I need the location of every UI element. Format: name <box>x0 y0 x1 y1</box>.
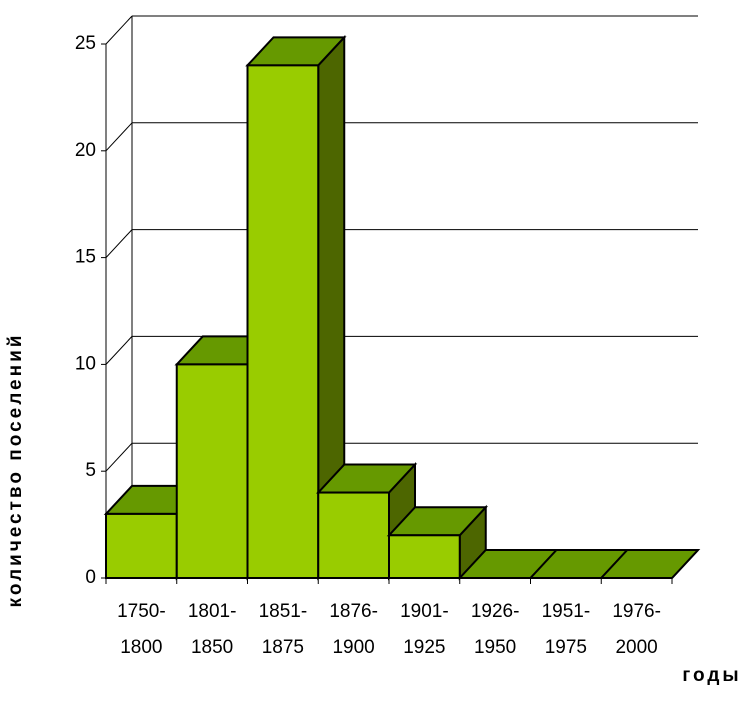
x-tick-label-line: 1876- <box>329 601 378 622</box>
x-tick-label-line: 1901- <box>400 601 449 622</box>
x-tick-label-line: 1850 <box>191 637 233 658</box>
x-tick-label: 1750- 1800 <box>117 601 166 658</box>
x-tick-label: 1901- 1925 <box>400 601 449 658</box>
y-tick-label: 25 <box>75 33 96 54</box>
y-tick-label: 10 <box>75 353 96 374</box>
bar <box>315 462 418 581</box>
x-tick-label: 1876- 1900 <box>329 601 378 658</box>
y-tick-label: 15 <box>75 247 96 268</box>
bar-top <box>598 549 701 579</box>
bar <box>598 549 701 579</box>
x-tick-label-line: 1801- <box>188 601 237 622</box>
grid-line-side <box>105 336 133 365</box>
x-axis-title: годы <box>682 665 741 686</box>
bar <box>386 504 489 581</box>
x-tick-label-line: 1925 <box>403 637 445 658</box>
grid-line-side <box>105 229 133 258</box>
x-tick-label-line: 1951- <box>542 601 591 622</box>
bar-front <box>317 491 390 579</box>
bar-front <box>105 512 178 579</box>
x-tick-label: 1951- 1975 <box>542 601 591 658</box>
bar-front <box>175 363 249 579</box>
y-tick-label: 20 <box>75 140 96 161</box>
x-tick-label: 1976- 2000 <box>612 601 661 658</box>
x-tick-label: 1851- 1875 <box>259 601 308 658</box>
bar-front <box>246 64 320 580</box>
x-tick-label-line: 1926- <box>471 601 520 622</box>
y-axis-title: количество поселений <box>5 333 26 608</box>
x-tick-label-line: 1900 <box>332 637 374 658</box>
x-tick-label-line: 1950 <box>474 637 516 658</box>
grid-line-side <box>105 122 133 152</box>
x-tick-label-line: 1875 <box>262 637 304 658</box>
x-tick-label-line: 1750- <box>117 601 166 622</box>
x-tick-label: 1801- 1850 <box>188 601 237 658</box>
x-tick-label-line: 1976- <box>612 601 661 622</box>
grid-line-side <box>105 442 133 472</box>
x-tick-label: 1926- 1950 <box>471 601 520 658</box>
bar-front <box>388 534 461 580</box>
x-tick-label-line: 1851- <box>259 601 308 622</box>
x-tick-label-line: 2000 <box>615 637 657 658</box>
bar <box>245 34 347 581</box>
x-tick-label-line: 1800 <box>120 637 162 658</box>
y-tick-label: 5 <box>85 460 96 481</box>
grid-line-side <box>105 15 133 45</box>
y-tick-label: 0 <box>85 567 96 588</box>
x-tick-label-line: 1975 <box>545 637 587 658</box>
